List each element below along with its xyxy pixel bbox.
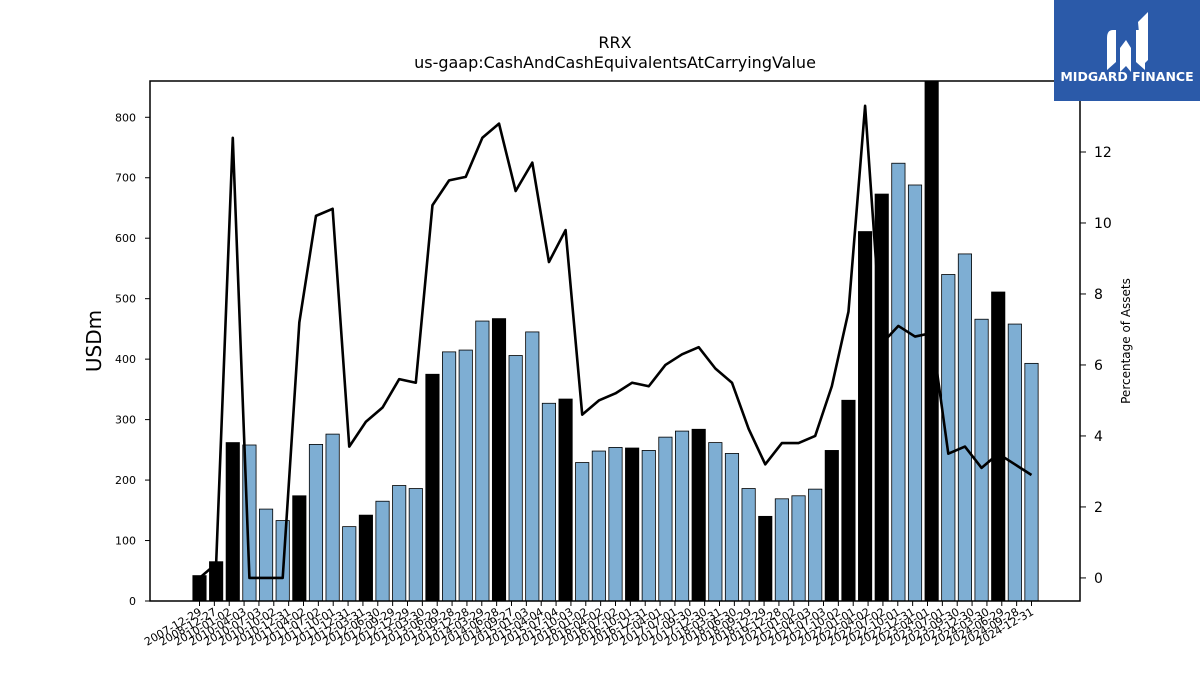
y2-tick-label: 10 — [1094, 216, 1112, 232]
line-series — [198, 104, 1033, 580]
y-tick-label: 500 — [115, 293, 136, 306]
bar — [325, 433, 340, 602]
y2-tick-label: 6 — [1094, 358, 1103, 374]
bar — [625, 447, 640, 602]
y-axis-left: 0 100 200 300 400 500 600 700 800 — [115, 111, 150, 608]
bar — [375, 500, 390, 602]
y-tick-label: 200 — [115, 474, 136, 487]
y-axis-label: USDm — [82, 310, 106, 372]
bar — [991, 291, 1006, 602]
bar — [675, 430, 690, 602]
bar — [308, 443, 324, 602]
chart-subtitle: us-gaap:CashAndCashEquivalentsAtCarrying… — [414, 53, 816, 72]
bar — [575, 462, 590, 602]
bar — [508, 355, 523, 602]
bar — [491, 318, 507, 602]
bar — [258, 508, 274, 602]
bar — [791, 495, 806, 602]
bar — [358, 514, 373, 602]
y-tick-label: 800 — [115, 111, 136, 124]
y2-tick-label: 2 — [1094, 500, 1103, 516]
bar — [1024, 362, 1039, 602]
bar — [425, 373, 440, 602]
bar — [541, 402, 556, 602]
bar — [558, 398, 573, 602]
bar — [891, 162, 906, 602]
bar — [475, 320, 490, 602]
bar — [342, 526, 357, 602]
bar — [941, 274, 956, 602]
bar — [408, 488, 423, 602]
bar — [525, 331, 540, 602]
bar — [824, 450, 839, 602]
bar — [874, 193, 889, 602]
bar — [741, 488, 756, 602]
bar — [841, 399, 856, 602]
y-tick-label: 0 — [129, 595, 136, 608]
y-tick-label: 600 — [115, 232, 136, 245]
bar — [858, 231, 873, 602]
y2-axis-label: Percentage of Assets — [1119, 278, 1133, 404]
y2-tick-label: 4 — [1094, 429, 1103, 445]
bar — [957, 253, 972, 602]
y-tick-label: 400 — [115, 353, 136, 366]
bar — [774, 498, 789, 602]
bar — [708, 442, 723, 602]
bar — [907, 184, 923, 602]
bar — [658, 436, 673, 602]
brand-logo: MIDGARD FINANCE — [1054, 0, 1200, 101]
y-tick-label: 100 — [115, 535, 136, 548]
bar — [758, 515, 773, 602]
bar — [292, 495, 307, 602]
logo-text: MIDGARD FINANCE — [1060, 69, 1193, 84]
bar — [691, 428, 706, 602]
bar — [591, 450, 606, 602]
midgard-logo-icon — [1107, 12, 1148, 72]
y-tick-label: 700 — [115, 172, 136, 185]
bar — [392, 485, 407, 602]
y2-tick-label: 0 — [1094, 571, 1103, 587]
bar — [192, 575, 207, 602]
bar — [608, 447, 623, 602]
y2-tick-label: 12 — [1094, 145, 1112, 161]
bar — [641, 450, 656, 602]
bar — [442, 351, 457, 602]
y2-tick-label: 8 — [1094, 287, 1103, 303]
bar — [724, 453, 740, 602]
bar — [808, 488, 823, 602]
y-tick-label: 300 — [115, 414, 136, 427]
y-axis-right: 0 2 4 6 8 10 12 — [1080, 145, 1112, 587]
percent-of-assets-line — [198, 104, 1033, 580]
chart-title: RRX — [598, 33, 631, 52]
bar — [225, 442, 240, 602]
bar — [458, 349, 473, 602]
